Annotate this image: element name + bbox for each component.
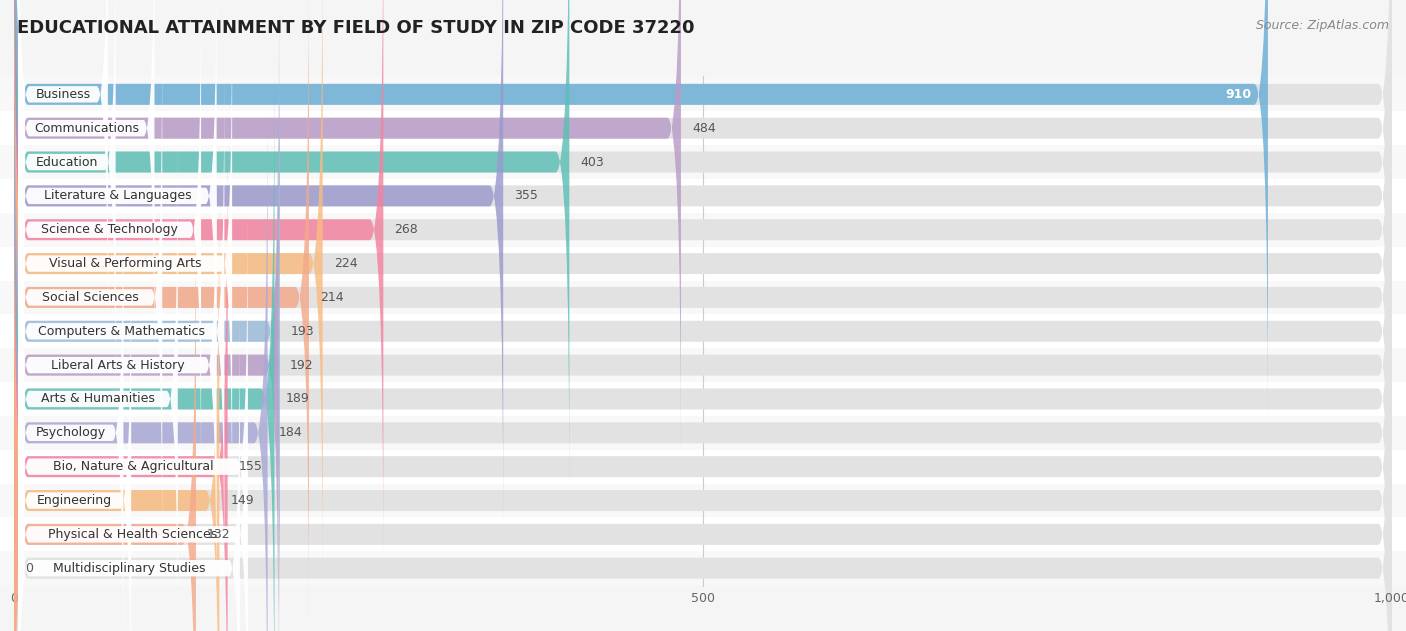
FancyBboxPatch shape xyxy=(14,0,309,625)
Bar xyxy=(0,314,1406,348)
Text: Engineering: Engineering xyxy=(37,494,112,507)
Bar xyxy=(0,179,1406,213)
FancyBboxPatch shape xyxy=(18,35,162,560)
Bar xyxy=(0,78,1406,111)
Text: Liberal Arts & History: Liberal Arts & History xyxy=(51,358,184,372)
FancyBboxPatch shape xyxy=(18,272,247,631)
Text: 149: 149 xyxy=(231,494,254,507)
FancyBboxPatch shape xyxy=(14,0,681,456)
Bar xyxy=(0,483,1406,517)
Text: 355: 355 xyxy=(515,189,538,203)
Text: 403: 403 xyxy=(581,155,605,168)
FancyBboxPatch shape xyxy=(14,0,384,558)
FancyBboxPatch shape xyxy=(14,71,274,631)
Bar xyxy=(0,348,1406,382)
Text: 224: 224 xyxy=(333,257,357,270)
Text: Multidisciplinary Studies: Multidisciplinary Studies xyxy=(53,562,205,575)
Bar xyxy=(0,551,1406,585)
FancyBboxPatch shape xyxy=(18,102,217,628)
FancyBboxPatch shape xyxy=(18,170,124,631)
FancyBboxPatch shape xyxy=(14,105,1392,631)
FancyBboxPatch shape xyxy=(14,0,1392,456)
FancyBboxPatch shape xyxy=(14,3,1392,631)
Text: Social Sciences: Social Sciences xyxy=(42,291,139,304)
Text: Communications: Communications xyxy=(34,122,139,134)
FancyBboxPatch shape xyxy=(14,3,280,631)
FancyBboxPatch shape xyxy=(14,0,1392,625)
Bar xyxy=(0,517,1406,551)
FancyBboxPatch shape xyxy=(14,240,1392,631)
Text: Psychology: Psychology xyxy=(35,427,105,439)
FancyBboxPatch shape xyxy=(14,37,278,631)
Text: 189: 189 xyxy=(285,392,309,406)
FancyBboxPatch shape xyxy=(18,305,240,631)
FancyBboxPatch shape xyxy=(14,0,323,592)
Text: Business: Business xyxy=(35,88,90,101)
Text: Literature & Languages: Literature & Languages xyxy=(44,189,191,203)
FancyBboxPatch shape xyxy=(14,71,1392,631)
FancyBboxPatch shape xyxy=(14,0,1392,422)
Bar xyxy=(0,382,1406,416)
Text: 184: 184 xyxy=(278,427,302,439)
Text: 910: 910 xyxy=(1225,88,1251,101)
Text: Education: Education xyxy=(35,155,98,168)
Text: 193: 193 xyxy=(291,325,315,338)
Bar xyxy=(0,111,1406,145)
Text: 484: 484 xyxy=(692,122,716,134)
Text: Physical & Health Sciences: Physical & Health Sciences xyxy=(48,528,218,541)
FancyBboxPatch shape xyxy=(14,0,503,524)
FancyBboxPatch shape xyxy=(14,0,569,490)
Text: Computers & Mathematics: Computers & Mathematics xyxy=(38,325,205,338)
Text: 132: 132 xyxy=(207,528,231,541)
Text: 268: 268 xyxy=(394,223,418,236)
Text: 192: 192 xyxy=(290,358,314,372)
Bar xyxy=(0,281,1406,314)
Bar xyxy=(0,247,1406,281)
Bar xyxy=(0,450,1406,483)
FancyBboxPatch shape xyxy=(14,0,1392,524)
FancyBboxPatch shape xyxy=(14,172,219,631)
Text: Source: ZipAtlas.com: Source: ZipAtlas.com xyxy=(1256,19,1389,32)
Bar xyxy=(0,213,1406,247)
FancyBboxPatch shape xyxy=(18,0,155,391)
FancyBboxPatch shape xyxy=(18,69,225,594)
FancyBboxPatch shape xyxy=(14,0,1268,422)
FancyBboxPatch shape xyxy=(14,172,1392,631)
FancyBboxPatch shape xyxy=(18,1,232,526)
FancyBboxPatch shape xyxy=(18,136,177,631)
Text: 155: 155 xyxy=(239,460,263,473)
FancyBboxPatch shape xyxy=(14,0,1392,490)
FancyBboxPatch shape xyxy=(14,105,267,631)
Bar xyxy=(0,416,1406,450)
FancyBboxPatch shape xyxy=(14,206,1392,631)
FancyBboxPatch shape xyxy=(14,139,228,631)
FancyBboxPatch shape xyxy=(18,238,131,631)
FancyBboxPatch shape xyxy=(18,0,108,357)
FancyBboxPatch shape xyxy=(14,0,1392,592)
Bar xyxy=(0,145,1406,179)
Text: Bio, Nature & Agricultural: Bio, Nature & Agricultural xyxy=(52,460,214,473)
Text: Visual & Performing Arts: Visual & Performing Arts xyxy=(49,257,201,270)
FancyBboxPatch shape xyxy=(18,0,115,425)
FancyBboxPatch shape xyxy=(14,206,195,631)
Text: 0: 0 xyxy=(25,562,34,575)
FancyBboxPatch shape xyxy=(14,139,1392,631)
Text: Arts & Humanities: Arts & Humanities xyxy=(41,392,155,406)
Text: 214: 214 xyxy=(321,291,343,304)
FancyBboxPatch shape xyxy=(18,0,217,459)
FancyBboxPatch shape xyxy=(18,0,201,492)
FancyBboxPatch shape xyxy=(14,37,1392,631)
FancyBboxPatch shape xyxy=(18,204,247,631)
FancyBboxPatch shape xyxy=(14,0,1392,558)
Text: EDUCATIONAL ATTAINMENT BY FIELD OF STUDY IN ZIP CODE 37220: EDUCATIONAL ATTAINMENT BY FIELD OF STUDY… xyxy=(17,19,695,37)
Text: Science & Technology: Science & Technology xyxy=(41,223,179,236)
